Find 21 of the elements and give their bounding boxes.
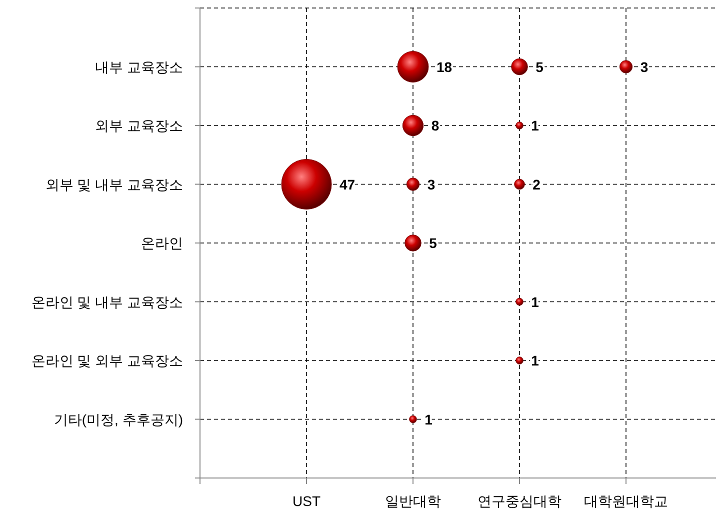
data-label: 3 — [640, 58, 648, 75]
x-tick-label: 연구중심대학 — [478, 493, 562, 509]
y-tick-label: 외부 교육장소 — [95, 118, 183, 134]
y-tick-label: 기타(미정, 추후공지) — [54, 411, 183, 428]
y-tick-label: 온라인 및 내부 교육장소 — [31, 294, 183, 310]
x-tick-label: 대학원대학교 — [584, 493, 668, 509]
data-label: 1 — [531, 294, 540, 310]
data-label: 1 — [531, 352, 540, 368]
data-label: 2 — [532, 176, 541, 192]
y-tick-label: 온라인 및 외부 교육장소 — [31, 352, 183, 368]
data-label: 1 — [424, 411, 433, 428]
y-tick-label: 내부 교육장소 — [95, 58, 183, 75]
data-label: 18 — [436, 58, 452, 75]
x-tick-label: UST — [292, 493, 321, 509]
y-tick-label: 외부 및 내부 교육장소 — [45, 176, 183, 192]
data-label: 47 — [340, 176, 356, 192]
y-tick-label: 온라인 — [141, 235, 183, 251]
x-tick-label: 일반대학 — [385, 493, 441, 509]
data-label: 5 — [429, 235, 438, 251]
data-label: 1 — [531, 118, 540, 134]
data-label: 5 — [536, 58, 544, 75]
